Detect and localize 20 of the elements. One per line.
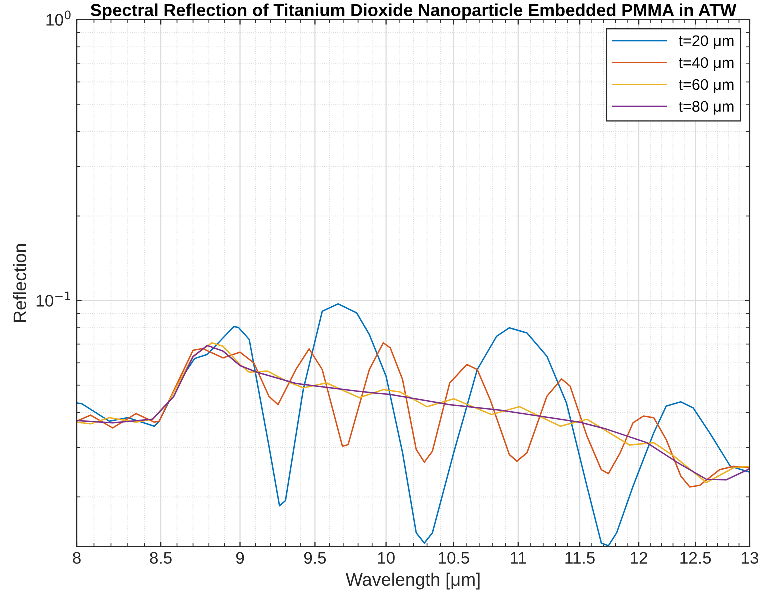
x-tick-label: 12.5 xyxy=(680,552,712,564)
x-tick-label: 11.5 xyxy=(566,552,595,564)
y-axis-title: Reflection xyxy=(13,244,27,322)
x-tick-label: 9.5 xyxy=(304,552,326,564)
y-tick-label: 10$^{0}$ xyxy=(46,10,71,26)
legend-label: t=60 μm xyxy=(678,79,734,93)
chart-title: Spectral Reflection of Titanium Dioxide Nanoparticle Embedded PMMA in ATW xyxy=(90,4,737,20)
y-tick-label: 10$^{−1}$ xyxy=(36,292,70,307)
x-tick-label: 13 xyxy=(742,552,759,564)
x-tick-label: 10.5 xyxy=(438,552,470,564)
legend-label: t=40 μm xyxy=(678,57,734,72)
x-tick-label: 8 xyxy=(73,552,81,564)
x-axis-title: Wavelength [μm] xyxy=(346,572,480,590)
x-tick-label: 10 xyxy=(378,552,395,564)
legend-label: t=80 μm xyxy=(678,101,734,115)
legend-label: t=20 μm xyxy=(678,36,734,50)
x-tick-label: 12 xyxy=(631,552,648,564)
x-tick-label: 9 xyxy=(236,552,244,564)
x-tick-label: 11 xyxy=(511,552,526,564)
x-tick-label: 8.5 xyxy=(150,552,172,564)
